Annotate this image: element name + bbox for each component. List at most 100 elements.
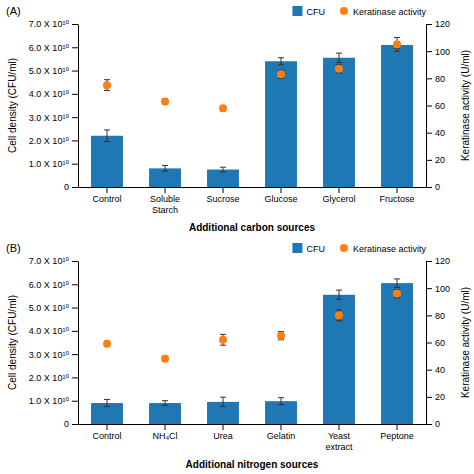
y2-axis-title: Keratinase activity (U/ml): [460, 50, 471, 161]
y-tick-label: 7.0 X 10¹⁰: [29, 19, 70, 29]
y2-tick-mark: [426, 315, 432, 316]
x-tick-label: Fructose: [379, 194, 414, 204]
y-tick-label: 0: [64, 182, 69, 192]
legend-swatch: [292, 243, 302, 253]
series: [103, 38, 401, 113]
bar: [91, 136, 123, 187]
panel: ControlNH₄ClUreaGelatinYeastextractPepto…: [6, 242, 471, 470]
y-tick-mark: [72, 164, 78, 165]
x-tick-label: Control: [92, 194, 121, 204]
y-tick-mark: [72, 424, 78, 425]
y-axis-line: [78, 25, 79, 188]
error-bar: [220, 334, 226, 345]
y2-tick: 120: [426, 19, 450, 29]
y-tick-label: 0: [64, 419, 69, 429]
x-axis-line: [79, 187, 427, 188]
x-tick: Yeastextract: [325, 424, 353, 452]
error-bar: [336, 53, 342, 62]
x-tick-mark: [223, 424, 224, 430]
y2-tick-mark: [426, 261, 432, 262]
y2-tick-mark: [426, 160, 432, 161]
y2-tick: 120: [426, 256, 450, 266]
point: [103, 340, 111, 348]
y-tick-label: 7.0 X 10¹⁰: [29, 256, 70, 266]
y2-tick: 80: [426, 74, 445, 84]
legend-item: Keratinase activity: [340, 244, 427, 254]
y-tick: 0: [64, 182, 78, 192]
y-tick-label: 5.0 X 10¹⁰: [29, 66, 70, 76]
y2-tick-mark: [426, 343, 432, 344]
x-tick-label: NH₄Cl: [152, 431, 177, 441]
y-tick: 7.0 X 10¹⁰: [29, 19, 78, 29]
x-tick-label: Urea: [213, 431, 233, 441]
x-tick-mark: [107, 187, 108, 193]
x-tick: Glycerol: [322, 187, 355, 204]
x-tick-label: Glycerol: [322, 194, 355, 204]
y-tick-mark: [72, 354, 78, 355]
plot-area: ControlSolubleStarchSucroseGlucoseGlycer…: [7, 19, 471, 233]
y-tick: 1.0 X 10¹⁰: [29, 396, 78, 406]
y2-tick-label: 0: [435, 419, 440, 429]
x-tick: Glucose: [264, 187, 297, 204]
y2-tick-label: 40: [435, 365, 445, 375]
error-bar: [336, 310, 342, 321]
x-tick: Sucrose: [206, 187, 239, 204]
legend-label: Keratinase activity: [353, 244, 427, 254]
y2-tick: 40: [426, 365, 445, 375]
error-bar: [220, 167, 226, 172]
error-bar: [220, 397, 226, 406]
point: [161, 97, 169, 105]
y2-tick-label: 80: [435, 74, 445, 84]
legend-swatch: [340, 244, 348, 252]
y2-tick-mark: [426, 133, 432, 134]
y2-tick-mark: [426, 288, 432, 289]
y2-axis: 020406080100120: [426, 256, 450, 429]
x-axis-title: Additional carbon sources: [189, 222, 316, 233]
y2-tick-label: 20: [435, 155, 445, 165]
bar: [381, 45, 413, 187]
error-bar: [278, 58, 284, 65]
x-tick-label: Sucrose: [206, 194, 239, 204]
y-tick-label: 1.0 X 10¹⁰: [29, 396, 70, 406]
y2-tick: 20: [426, 392, 445, 402]
x-tick: Control: [92, 187, 121, 204]
y2-tick-mark: [426, 397, 432, 398]
error-bar: [162, 166, 168, 172]
y-tick-mark: [72, 117, 78, 118]
data-marks: [91, 38, 413, 187]
y-tick-label: 4.0 X 10¹⁰: [29, 89, 70, 99]
x-tick-mark: [281, 187, 282, 193]
y-tick: 7.0 X 10¹⁰: [29, 256, 78, 266]
series: [103, 290, 401, 363]
y-tick-mark: [72, 47, 78, 48]
y-tick-mark: [72, 94, 78, 95]
bar: [265, 61, 297, 187]
legend-item: Keratinase activity: [340, 7, 427, 17]
error-bar: [336, 290, 342, 299]
legend-label: CFU: [306, 244, 325, 254]
y-tick-mark: [72, 377, 78, 378]
legend: CFUKeratinase activity: [292, 6, 426, 17]
error-bar: [394, 290, 400, 298]
y2-tick-mark: [426, 106, 432, 107]
x-axis-title: Additional nitrogen sources: [186, 459, 319, 470]
y2-tick: 0: [426, 419, 440, 429]
legend: CFU Keratinase activity: [292, 243, 426, 254]
y2-tick-label: 120: [435, 256, 450, 266]
y2-tick: 60: [426, 338, 445, 348]
legend-label: Keratinase activity: [353, 7, 427, 17]
y2-tick-mark: [426, 424, 432, 425]
error-bar: [336, 65, 342, 73]
chart-svg: ControlSolubleStarchSucroseGlucoseGlycer…: [0, 0, 474, 474]
y-tick: 5.0 X 10¹⁰: [29, 303, 78, 313]
y2-tick-mark: [426, 370, 432, 371]
x-tick: NH₄Cl: [152, 424, 177, 441]
error-bar: [394, 38, 400, 52]
point: [219, 336, 227, 344]
y-tick-mark: [72, 331, 78, 332]
point: [103, 81, 111, 89]
y-tick: 2.0 X 10¹⁰: [29, 136, 78, 146]
y-tick-mark: [72, 261, 78, 262]
point: [161, 355, 169, 363]
y2-tick: 0: [426, 182, 440, 192]
